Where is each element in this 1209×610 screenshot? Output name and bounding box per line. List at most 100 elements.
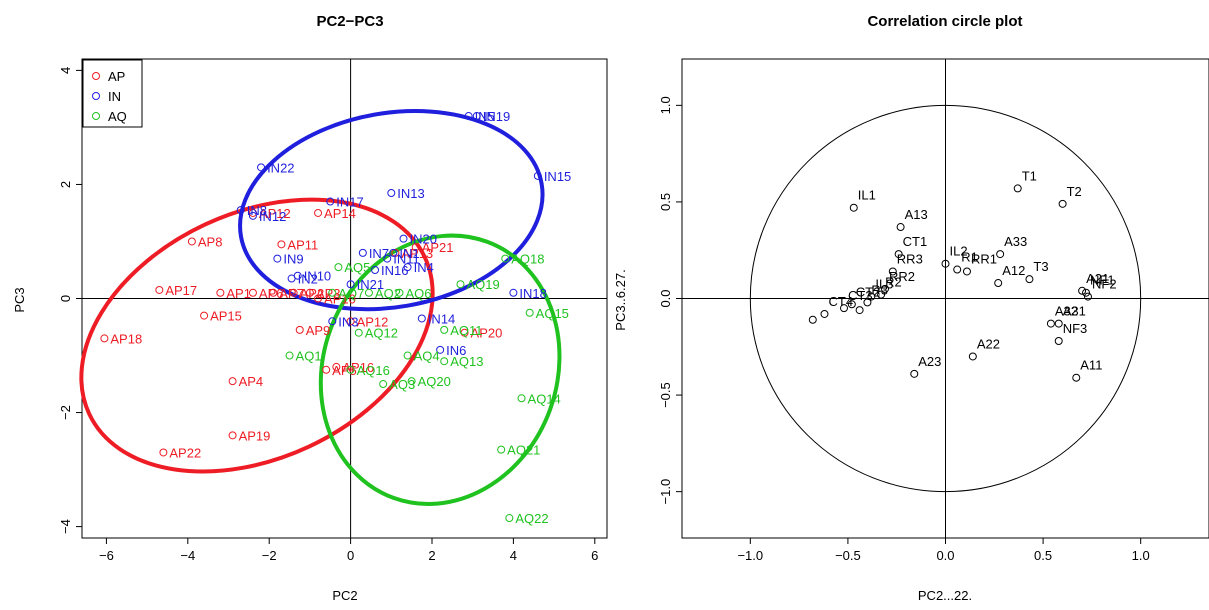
legend-ap-marker xyxy=(92,72,100,80)
point-label-ap16: AP16 xyxy=(342,360,374,375)
right-chart-title: Correlation circle plot xyxy=(867,13,1022,30)
point-ap18 xyxy=(100,334,109,343)
variable-label-r2: R2 xyxy=(885,275,902,290)
point-in2 xyxy=(287,274,296,283)
left-chart-title: PC2−PC3 xyxy=(316,13,383,30)
point-label-in11: IN11 xyxy=(393,252,420,267)
variable-label-rr3: RR3 xyxy=(897,251,923,266)
point-aq21 xyxy=(497,445,506,454)
point-ap20 xyxy=(460,328,469,337)
point-label-in20: IN20 xyxy=(410,232,437,247)
variable-point-il2 xyxy=(941,259,950,268)
variable-label-t2: T2 xyxy=(1067,184,1082,199)
variable-point-ct1 xyxy=(894,250,903,259)
ellipse-aq xyxy=(318,233,562,506)
left-y-tick-label: 2 xyxy=(58,181,73,188)
pca-scatter-panel: PC2−PC3 PC2 PC3 −6 −4 −2 0 2 4 6 −4 −2 0 2 4 AP18 A… xyxy=(12,13,608,603)
variable-point-x2 xyxy=(808,315,817,324)
variable-label-il2: IL2 xyxy=(950,244,968,259)
legend-ap-label: AP xyxy=(108,69,125,84)
point-aq19 xyxy=(456,280,465,289)
point-aq15 xyxy=(525,308,534,317)
legend-item-ap: AP xyxy=(92,69,125,84)
variable-label-r3: R3 xyxy=(871,282,888,297)
point-label-aq2: AQ2 xyxy=(375,286,401,301)
point-label-ap15: AP15 xyxy=(210,309,242,324)
point-in11 xyxy=(383,254,392,263)
point-in9 xyxy=(273,254,282,263)
point-label-in14: IN14 xyxy=(428,311,455,326)
point-aq1 xyxy=(285,351,294,360)
point-label-aq20: AQ20 xyxy=(418,374,451,389)
point-label-in5: IN5 xyxy=(475,109,495,124)
point-in5 xyxy=(464,112,473,121)
point-label-ap11: AP11 xyxy=(287,237,318,252)
point-ap12 xyxy=(346,317,355,326)
point-aq2 xyxy=(364,288,373,297)
point-aq4 xyxy=(403,351,412,360)
point-aq22 xyxy=(505,514,514,523)
unit-circle-outline xyxy=(749,104,1142,493)
point-label-in9: IN9 xyxy=(283,252,303,267)
point-in17 xyxy=(326,197,335,206)
point-label-ap22: AP22 xyxy=(169,445,201,460)
right-y-tick-label: −1.0 xyxy=(658,479,673,505)
left-y-tick-label: −4 xyxy=(58,519,73,534)
point-ap14 xyxy=(314,208,323,217)
variable-label-a22: A22 xyxy=(977,336,1000,351)
point-in20 xyxy=(399,234,408,243)
point-label-ap2: AP2 xyxy=(300,286,325,301)
legend-item-aq: AQ xyxy=(92,109,127,124)
variable-point-il3 xyxy=(867,292,876,301)
point-ap10 xyxy=(314,294,323,303)
point-label-aq12: AQ12 xyxy=(365,326,398,341)
variable-point-ct3 xyxy=(840,304,849,313)
right-x-tick-label: 0.0 xyxy=(936,548,954,563)
point-in6 xyxy=(436,345,445,354)
point-aq11 xyxy=(440,325,449,334)
left-x-tick-label: −6 xyxy=(99,548,114,563)
variable-label-t1: T1 xyxy=(1022,168,1037,183)
point-in13 xyxy=(387,189,396,198)
right-y-axis-label: PC3..6.27. xyxy=(613,269,628,330)
variable-point-r1 xyxy=(953,265,962,274)
legend: AP IN AQ xyxy=(82,59,143,128)
variable-point-x1 xyxy=(855,306,864,315)
variable-point-a23 xyxy=(910,369,919,378)
point-label-in19: IN19 xyxy=(483,109,510,124)
point-label-ap10: AP10 xyxy=(324,292,356,307)
variable-point-t3 xyxy=(1025,275,1034,284)
point-ap17 xyxy=(155,285,164,294)
point-label-in3: IN3 xyxy=(338,314,358,329)
variable-point-nf3 xyxy=(1054,336,1063,345)
right-y-tick-label: −0.5 xyxy=(658,382,673,408)
point-ap5 xyxy=(322,365,331,374)
variable-point-nf1 xyxy=(1082,288,1091,297)
variable-point-ct4 xyxy=(820,309,829,318)
left-group-ellipses xyxy=(79,109,562,506)
point-label-ap13: AP13 xyxy=(401,246,433,261)
point-in16 xyxy=(371,265,380,274)
variable-point-r2 xyxy=(877,290,886,299)
point-label-in1: IN1 xyxy=(399,246,419,261)
point-label-aq4: AQ4 xyxy=(414,349,440,364)
point-label-in18: IN18 xyxy=(519,286,546,301)
point-aq20 xyxy=(407,377,416,386)
right-x-tick-label: −0.5 xyxy=(835,548,861,563)
variable-label-a12: A12 xyxy=(1002,263,1025,278)
point-ap4 xyxy=(228,377,237,386)
point-label-in17: IN17 xyxy=(336,195,363,210)
variable-point-a21 xyxy=(1078,286,1087,295)
right-y-tick-label: 0.0 xyxy=(658,289,673,307)
variable-point-a11 xyxy=(1072,373,1081,382)
point-label-in13: IN13 xyxy=(397,186,424,201)
right-x-ticks: −1.0 −0.5 0.0 0.5 1.0 xyxy=(737,538,1150,563)
point-ap21 xyxy=(411,243,420,252)
point-label-aq14: AQ14 xyxy=(528,391,561,406)
point-aq13 xyxy=(440,357,449,366)
legend-aq-marker xyxy=(92,112,100,120)
variable-label-nf1: NF1 xyxy=(1090,273,1115,288)
point-label-in4: IN4 xyxy=(414,260,434,275)
